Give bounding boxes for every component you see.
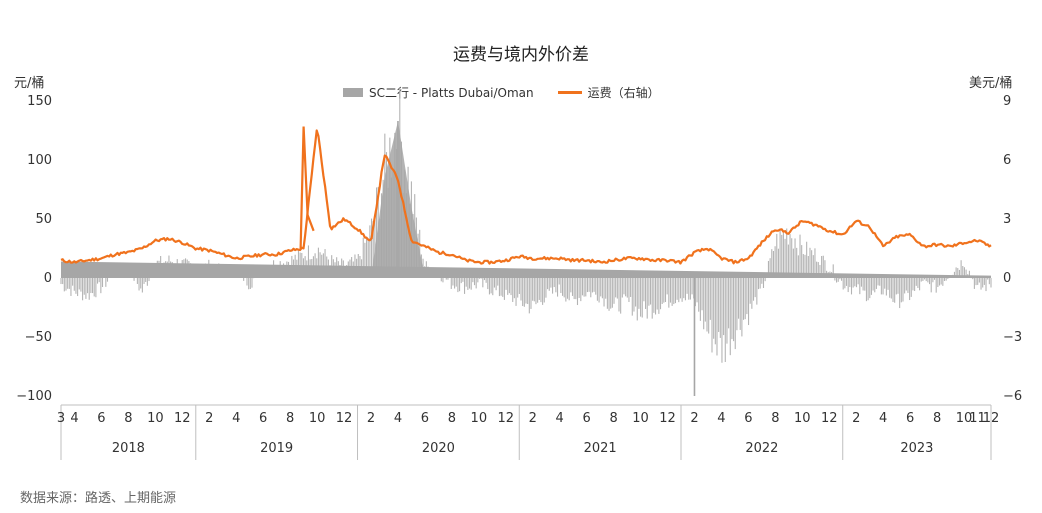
right-axis-tick-label: −6 (1003, 389, 1022, 404)
month-tick-label: 8 (124, 411, 132, 426)
left-axis-unit-label: 元/桶 (14, 76, 45, 91)
month-tick-label: 12 (659, 411, 676, 426)
left-axis-tick-label: −100 (16, 389, 52, 404)
left-axis-tick-label: 0 (44, 271, 52, 286)
legend-label-spread: SC二行 - Platts Dubai/Oman (369, 86, 534, 100)
month-tick-label: 6 (583, 411, 591, 426)
month-tick-label: 6 (744, 411, 752, 426)
month-tick-label: 4 (879, 411, 887, 426)
month-tick-label: 4 (717, 411, 725, 426)
legend-label-freight: 运费（右轴） (587, 86, 660, 100)
data-source-note: 数据来源：路透、上期能源 (20, 491, 177, 506)
month-tick-label: 10 (309, 411, 326, 426)
month-tick-label: 4 (556, 411, 564, 426)
month-tick-label: 6 (906, 411, 914, 426)
month-tick-label: 2 (690, 411, 698, 426)
legend-swatch-freight (557, 91, 582, 94)
left-axis-tick-label: 100 (27, 153, 52, 168)
year-label: 2021 (584, 441, 617, 456)
month-tick-label: 6 (259, 411, 267, 426)
month-tick-label: 10 (956, 411, 973, 426)
right-axis-tick-label: 9 (1003, 94, 1011, 109)
spread-baseline-band (61, 261, 991, 278)
right-axis-tick-label: 6 (1003, 153, 1011, 168)
spread-area-2020 (371, 121, 425, 278)
month-tick-label: 12 (983, 411, 1000, 426)
chart-title: 运费与境内外价差 (453, 45, 589, 65)
month-tick-label: 12 (821, 411, 838, 426)
month-tick-label: 8 (933, 411, 941, 426)
right-axis-unit-label: 美元/桶 (969, 76, 1013, 91)
left-axis-tick-label: −50 (25, 330, 52, 345)
month-tick-label: 12 (336, 411, 353, 426)
year-label: 2022 (745, 441, 778, 456)
month-tick-label: 10 (471, 411, 488, 426)
month-tick-label: 11 (969, 411, 986, 426)
month-tick-label: 2 (529, 411, 537, 426)
month-tick-label: 4 (70, 411, 78, 426)
month-tick-label: 2 (205, 411, 213, 426)
legend-item-freight: 运费（右轴） (557, 84, 660, 101)
month-tick-label: 8 (609, 411, 617, 426)
freight-line (60, 129, 992, 265)
month-tick-label: 4 (394, 411, 402, 426)
freight-spike (299, 126, 315, 250)
year-label: 2023 (900, 441, 933, 456)
month-tick-label: 4 (232, 411, 240, 426)
legend: SC二行 - Platts Dubai/Oman 运费（右轴） (343, 84, 684, 101)
month-tick-label: 6 (97, 411, 105, 426)
month-tick-label: 3 (57, 411, 65, 426)
month-tick-label: 10 (147, 411, 164, 426)
year-label: 2019 (260, 441, 293, 456)
year-label: 2018 (112, 441, 145, 456)
right-axis-tick-label: 3 (1003, 212, 1011, 227)
month-tick-label: 2 (367, 411, 375, 426)
left-axis-tick-label: 150 (27, 94, 52, 109)
right-axis-tick-label: 0 (1003, 271, 1011, 286)
month-tick-label: 8 (286, 411, 294, 426)
month-tick-label: 12 (498, 411, 515, 426)
year-label: 2020 (422, 441, 455, 456)
month-tick-label: 8 (448, 411, 456, 426)
month-tick-label: 8 (771, 411, 779, 426)
month-tick-label: 2 (852, 411, 860, 426)
legend-item-spread: SC二行 - Platts Dubai/Oman (343, 84, 534, 101)
right-axis-tick-label: −3 (1003, 330, 1022, 345)
month-tick-label: 6 (421, 411, 429, 426)
legend-swatch-spread (343, 88, 363, 97)
month-tick-label: 10 (794, 411, 811, 426)
left-axis-tick-label: 50 (35, 212, 52, 227)
month-tick-label: 10 (632, 411, 649, 426)
month-tick-label: 12 (174, 411, 191, 426)
